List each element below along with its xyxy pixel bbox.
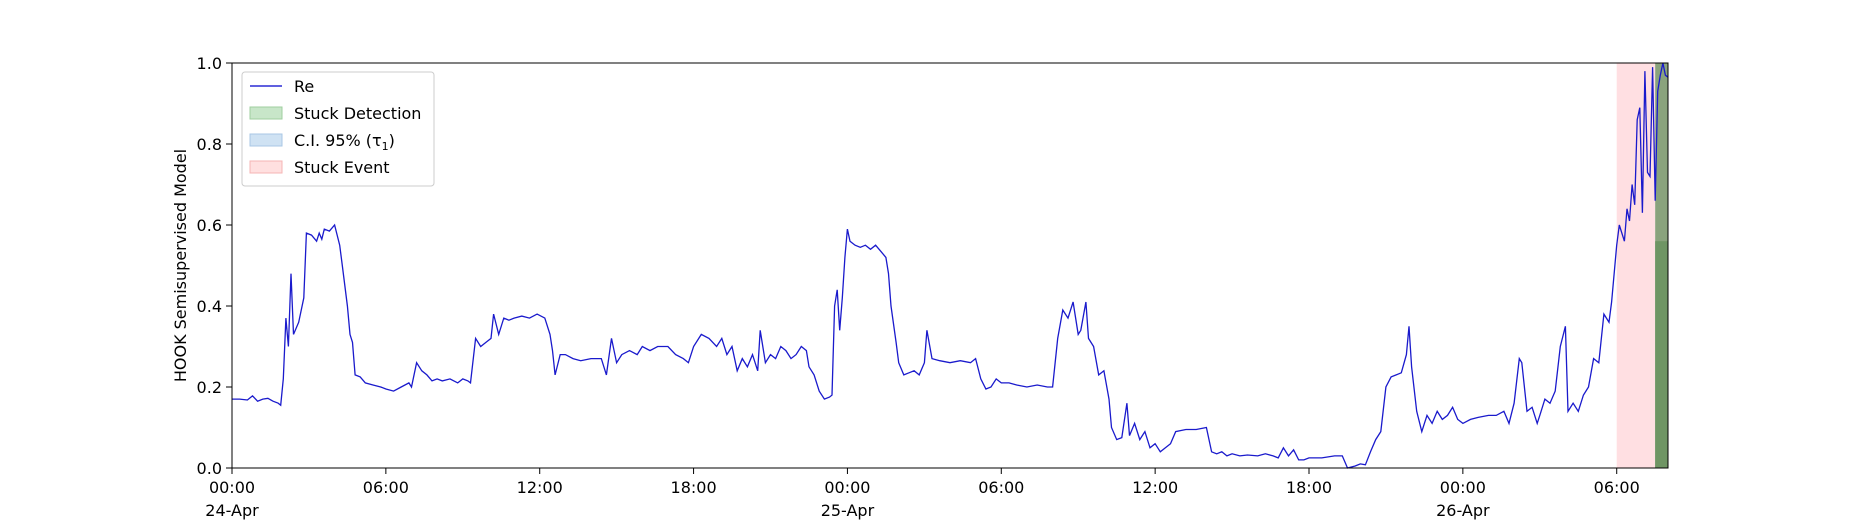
y-tick-label: 1.0 [197,54,222,73]
x-tick-date-label: 25-Apr [821,501,875,520]
series-layer [232,62,1669,469]
x-tick-label: 12:00 [1132,478,1178,497]
x-axis: 00:00 24-Apr 1900 06:00 12:00 18:00 00:00 25-Ap… [205,468,1640,525]
legend-entry-label: Stuck Event [294,158,390,177]
legend-box [241,71,435,187]
legend-swatch-patch [249,106,283,120]
y-tick-label: 0.2 [197,378,222,397]
y-tick-label: 0.6 [197,216,222,235]
y-axis-label: HOOK Semisupervised Model [171,149,190,382]
x-tick-label: 06:00 [1594,478,1640,497]
y-tick-label: 0.8 [197,135,222,154]
legend-swatch-patch [249,160,283,174]
x-tick-label: 00:00 [824,478,870,497]
y-axis: 0.0 0.2 0.4 0.6 0.8 1.0 [197,54,232,478]
x-tick-label: 12:00 [517,478,563,497]
legend: Re Stuck Detection C.I. 95% (τ1) Stuck Even… [241,71,435,187]
x-tick-label: 00:00 [209,478,255,497]
shaded-region-2 [1655,241,1668,468]
legend-entry-label: Stuck Detection [294,104,421,123]
x-tick-label: 06:00 [978,478,1024,497]
x-tick-label: 18:00 [1286,478,1332,497]
series-line-re [232,62,1669,469]
x-tick-label: 06:00 [363,478,409,497]
legend-entry-label: Re [294,77,314,96]
y-tick-label: 0.0 [197,459,222,478]
x-tick-date-label: 24-Apr [205,501,259,520]
x-tick-date-label: 26-Apr [1436,501,1490,520]
x-tick-label: 18:00 [671,478,717,497]
x-tick-label: 00:00 [1440,478,1486,497]
legend-entry-label: C.I. 95% (τ1) [294,131,395,153]
x-tick-year-label: 1900 [212,523,253,525]
legend-swatch-patch [249,133,283,147]
plot-frame [231,62,1669,469]
shaded-region-0 [1616,63,1656,468]
shaded-regions [1616,63,1668,468]
y-tick-label: 0.4 [197,297,222,316]
